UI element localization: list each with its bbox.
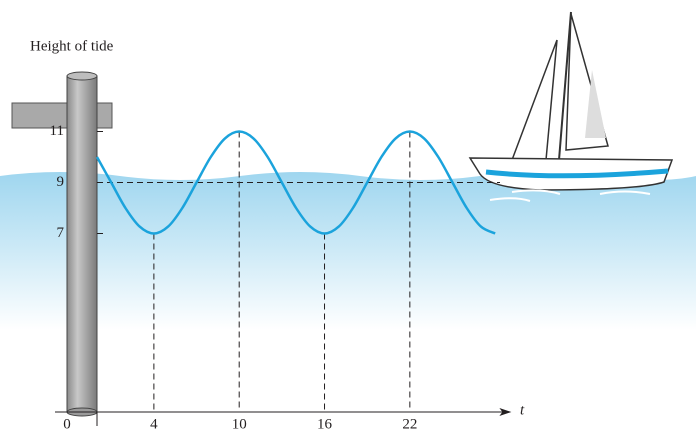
pole	[67, 76, 97, 412]
y-tick-label: 9	[57, 174, 65, 190]
chart: Height of tide t 7 9 11 0 4 10 16 22	[0, 0, 696, 438]
y-tick-label: 11	[50, 123, 64, 139]
x-axis-label: t	[520, 402, 525, 418]
pole-top	[67, 72, 97, 80]
y-axis-label: Height of tide	[30, 38, 114, 54]
y-tick-label: 7	[57, 225, 65, 241]
water	[0, 172, 696, 330]
x-tick-label: 22	[402, 416, 417, 432]
x-tick-label: 10	[232, 416, 247, 432]
x-tick-label: 0	[63, 416, 71, 432]
sailboat	[470, 12, 672, 201]
x-tick-label: 4	[150, 416, 158, 432]
x-tick-label: 16	[317, 416, 333, 432]
